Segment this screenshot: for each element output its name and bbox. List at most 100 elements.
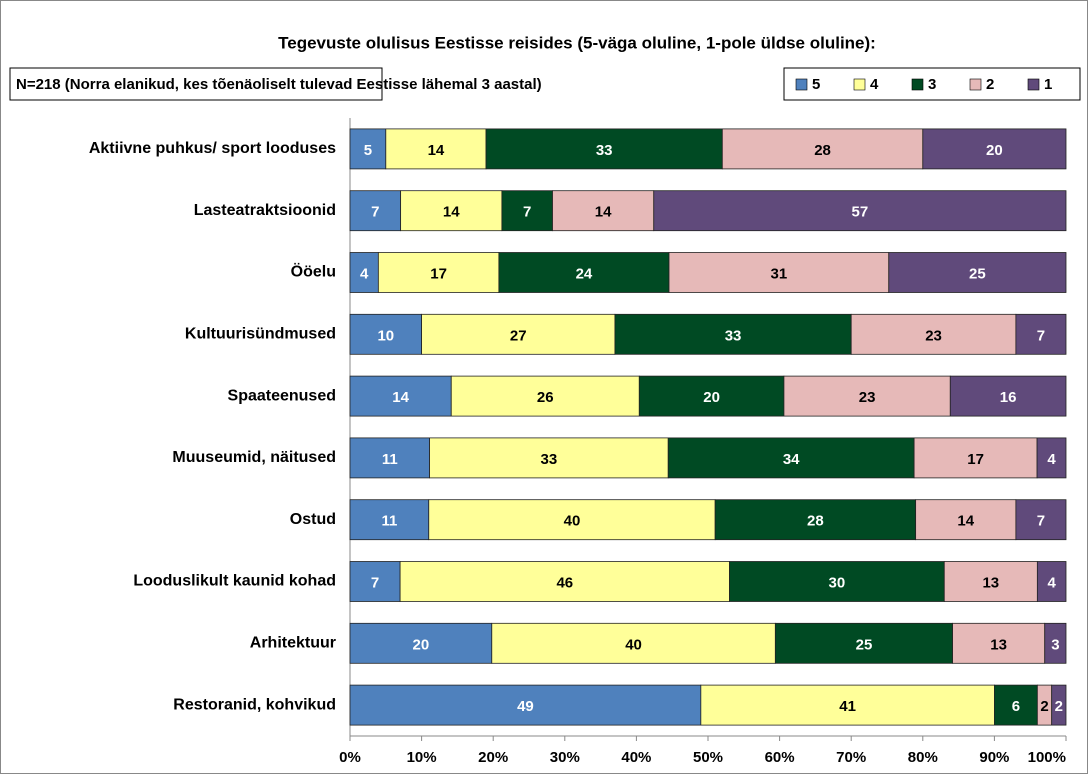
data-label: 4 [360, 265, 369, 282]
bar-segment [349, 684, 702, 726]
data-label: 14 [957, 513, 974, 530]
bar-segment [385, 128, 487, 170]
bar-segment [888, 252, 1067, 293]
x-tick-label: 10% [407, 749, 437, 766]
data-label: 4 [1047, 451, 1056, 468]
category-label: Restoranid, kohvikud [173, 696, 336, 713]
legend-label: 1 [1044, 76, 1052, 93]
bar-segment [994, 684, 1038, 726]
bar-segment [1051, 684, 1067, 726]
bar-segment [700, 684, 995, 726]
data-label: 16 [1000, 389, 1017, 406]
data-label: 46 [556, 574, 573, 591]
category-label: Arhitektuur [250, 635, 336, 652]
category-label: Ööelu [291, 262, 336, 281]
data-label: 14 [428, 142, 445, 159]
bar-segment [850, 313, 1017, 355]
data-label: 7 [371, 204, 379, 221]
data-label: 27 [510, 327, 527, 344]
data-label: 13 [982, 574, 999, 591]
bar-segment [491, 622, 776, 664]
chart-title: Tegevuste olulisus Eestisse reisides (5-… [278, 33, 876, 52]
data-label: 30 [829, 574, 846, 591]
x-tick-label: 60% [765, 749, 795, 766]
data-label: 40 [564, 513, 581, 530]
legend-label: 2 [986, 76, 994, 93]
bar-segment [915, 499, 1017, 541]
data-label: 33 [596, 142, 613, 159]
data-label: 4 [1048, 574, 1057, 591]
data-label: 33 [725, 327, 742, 344]
bar-segment [399, 561, 730, 602]
category-label: Spaateenused [228, 387, 336, 404]
x-tick-label: 30% [550, 749, 580, 766]
bar-segment [349, 190, 402, 232]
data-label: 20 [986, 142, 1003, 159]
bar-segment [913, 437, 1038, 479]
x-tick-label: 0% [339, 749, 361, 766]
bar-segment [349, 622, 493, 664]
bar-segment [400, 190, 503, 232]
category-label: Aktiivne puhkus/ sport looduses [89, 140, 336, 157]
bar-segment [714, 499, 917, 541]
data-label: 26 [537, 389, 554, 406]
x-tick-label: 100% [1028, 749, 1066, 766]
data-label: 40 [625, 636, 642, 653]
category-label: Kultuurisündmused [185, 326, 336, 343]
bar-segment [349, 313, 422, 355]
legend-label: 4 [870, 76, 879, 93]
data-label: 14 [595, 204, 612, 221]
data-label: 14 [443, 204, 460, 221]
x-tick-label: 80% [908, 749, 938, 766]
bar-segment [774, 622, 953, 664]
bar-segment [667, 437, 915, 479]
bar-segment [485, 128, 723, 170]
data-label: 10 [377, 327, 394, 344]
bar-segment [943, 561, 1038, 602]
data-label: 2 [1055, 698, 1063, 715]
x-tick-label: 90% [979, 749, 1009, 766]
bar-segment [349, 375, 452, 417]
bar-segment [668, 252, 890, 293]
bar-segment [1036, 561, 1067, 602]
data-label: 17 [967, 451, 984, 468]
data-label: 11 [381, 513, 397, 530]
data-label: 28 [814, 142, 831, 159]
category-label: Lasteatraktsioonid [194, 202, 336, 219]
data-label: 13 [990, 636, 1007, 653]
bar-segment [721, 128, 924, 170]
bar-segment [653, 190, 1067, 232]
category-label: Muuseumid, näitused [172, 449, 336, 466]
bar-segment [349, 128, 387, 170]
legend-swatch [1027, 78, 1040, 91]
bar-segment [1015, 499, 1067, 541]
data-label: 7 [523, 204, 531, 221]
data-label: 34 [783, 451, 800, 468]
x-tick-label: 70% [836, 749, 866, 766]
data-label: 2 [1040, 698, 1048, 715]
legend-label: 3 [928, 76, 936, 93]
bar-segment [349, 561, 401, 602]
data-label: 31 [771, 265, 788, 282]
bar-segment [1036, 437, 1067, 479]
legend-swatch [911, 78, 924, 91]
x-tick-label: 20% [478, 749, 508, 766]
bar-segment [349, 252, 379, 293]
bar-segment [1044, 622, 1067, 664]
legend-swatch [969, 78, 982, 91]
bar-segment [421, 313, 616, 355]
data-label: 24 [576, 265, 593, 282]
x-tick-label: 50% [693, 749, 723, 766]
bar-segment [638, 375, 785, 417]
data-label: 33 [541, 451, 558, 468]
data-label: 49 [517, 698, 534, 715]
data-label: 7 [1037, 327, 1045, 344]
data-label: 41 [839, 698, 856, 715]
bar-segment [1015, 313, 1067, 355]
data-label: 5 [364, 142, 372, 159]
bar-segment [922, 128, 1067, 170]
data-label: 6 [1012, 698, 1020, 715]
data-label: 7 [371, 574, 379, 591]
data-label: 20 [703, 389, 720, 406]
